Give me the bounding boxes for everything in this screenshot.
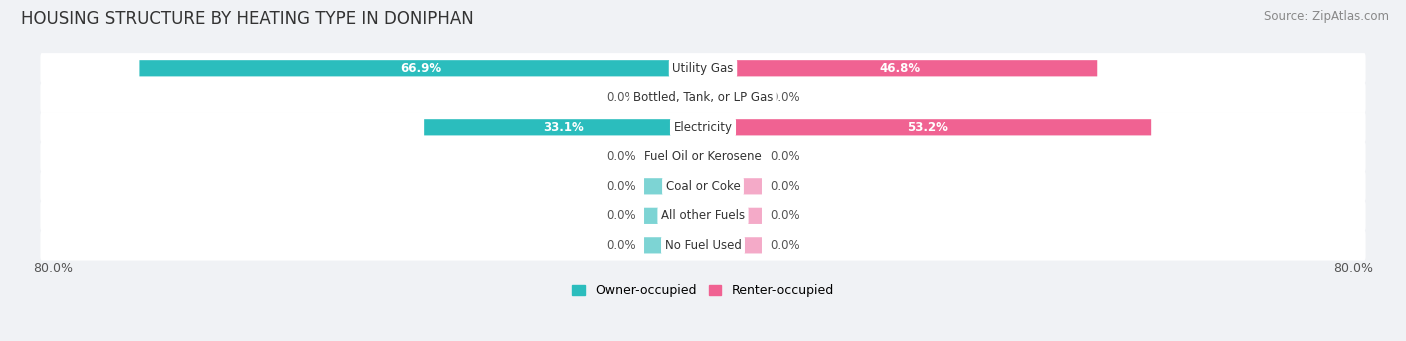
Text: 46.8%: 46.8% bbox=[880, 62, 921, 75]
Text: 0.0%: 0.0% bbox=[770, 209, 800, 222]
FancyBboxPatch shape bbox=[703, 178, 762, 194]
FancyBboxPatch shape bbox=[41, 201, 1365, 231]
FancyBboxPatch shape bbox=[41, 112, 1365, 143]
Text: 0.0%: 0.0% bbox=[606, 209, 636, 222]
FancyBboxPatch shape bbox=[644, 149, 703, 165]
FancyBboxPatch shape bbox=[644, 208, 703, 224]
FancyBboxPatch shape bbox=[139, 60, 703, 76]
Text: 0.0%: 0.0% bbox=[770, 91, 800, 104]
Text: No Fuel Used: No Fuel Used bbox=[665, 239, 741, 252]
FancyBboxPatch shape bbox=[41, 142, 1365, 172]
Text: Utility Gas: Utility Gas bbox=[672, 62, 734, 75]
FancyBboxPatch shape bbox=[703, 90, 762, 106]
FancyBboxPatch shape bbox=[703, 119, 1152, 135]
Text: 0.0%: 0.0% bbox=[606, 180, 636, 193]
Text: 0.0%: 0.0% bbox=[606, 91, 636, 104]
Text: Coal or Coke: Coal or Coke bbox=[665, 180, 741, 193]
FancyBboxPatch shape bbox=[41, 53, 1365, 84]
FancyBboxPatch shape bbox=[644, 90, 703, 106]
FancyBboxPatch shape bbox=[644, 237, 703, 253]
Text: 80.0%: 80.0% bbox=[1333, 263, 1372, 276]
Text: Source: ZipAtlas.com: Source: ZipAtlas.com bbox=[1264, 10, 1389, 23]
Text: 0.0%: 0.0% bbox=[770, 239, 800, 252]
Text: Fuel Oil or Kerosene: Fuel Oil or Kerosene bbox=[644, 150, 762, 163]
FancyBboxPatch shape bbox=[41, 230, 1365, 261]
Text: 33.1%: 33.1% bbox=[543, 121, 583, 134]
Text: Electricity: Electricity bbox=[673, 121, 733, 134]
FancyBboxPatch shape bbox=[644, 178, 703, 194]
FancyBboxPatch shape bbox=[703, 208, 762, 224]
FancyBboxPatch shape bbox=[41, 83, 1365, 113]
FancyBboxPatch shape bbox=[703, 149, 762, 165]
FancyBboxPatch shape bbox=[703, 60, 1097, 76]
Legend: Owner-occupied, Renter-occupied: Owner-occupied, Renter-occupied bbox=[572, 284, 834, 297]
FancyBboxPatch shape bbox=[425, 119, 703, 135]
Text: HOUSING STRUCTURE BY HEATING TYPE IN DONIPHAN: HOUSING STRUCTURE BY HEATING TYPE IN DON… bbox=[21, 10, 474, 28]
Text: 66.9%: 66.9% bbox=[401, 62, 441, 75]
Text: 53.2%: 53.2% bbox=[907, 121, 948, 134]
Text: Bottled, Tank, or LP Gas: Bottled, Tank, or LP Gas bbox=[633, 91, 773, 104]
FancyBboxPatch shape bbox=[41, 171, 1365, 202]
FancyBboxPatch shape bbox=[703, 237, 762, 253]
Text: 80.0%: 80.0% bbox=[34, 263, 73, 276]
Text: All other Fuels: All other Fuels bbox=[661, 209, 745, 222]
Text: 0.0%: 0.0% bbox=[606, 239, 636, 252]
Text: 0.0%: 0.0% bbox=[770, 180, 800, 193]
Text: 0.0%: 0.0% bbox=[606, 150, 636, 163]
Text: 0.0%: 0.0% bbox=[770, 150, 800, 163]
